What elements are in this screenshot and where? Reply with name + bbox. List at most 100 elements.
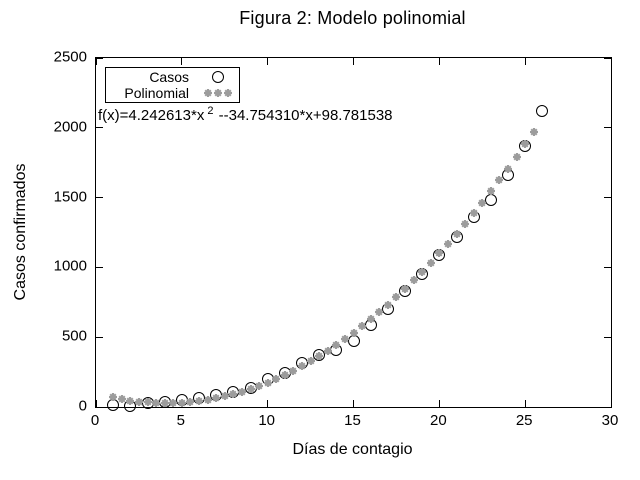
polinomial-point — [521, 140, 530, 149]
polinomial-point — [255, 381, 264, 390]
x-tick-label: 20 — [429, 412, 447, 429]
polinomial-point — [332, 341, 341, 350]
asterisk-icon — [224, 89, 232, 98]
polinomial-point — [486, 187, 495, 196]
polinomial-point — [418, 267, 427, 276]
x-tick-mark — [438, 400, 440, 407]
polinomial-point — [461, 219, 470, 228]
plot-area: Casos Polinomial f(x)=4.242613*x 2 --34.7… — [95, 57, 612, 413]
polinomial-point — [220, 392, 229, 401]
polinomial-point — [529, 127, 538, 136]
x-tick-mark-top — [95, 58, 97, 65]
polinomial-point — [366, 315, 375, 324]
y-tick-label: 1000 — [53, 257, 87, 275]
x-tick-mark-top — [524, 58, 526, 65]
polinomial-point — [237, 387, 246, 396]
polinomial-point — [512, 152, 521, 161]
x-tick-label: 0 — [90, 412, 100, 429]
polinomial-point — [504, 164, 512, 173]
x-tick-mark-top — [353, 58, 354, 65]
x-tick-label: 25 — [515, 412, 533, 429]
x-tick-mark-top — [181, 58, 183, 65]
polinomial-point — [340, 335, 349, 344]
legend-item-casos: Casos — [106, 69, 239, 85]
polinomial-point — [143, 398, 152, 407]
polinomial-point — [452, 229, 461, 238]
polinomial-point — [392, 292, 401, 301]
y-tick-label: 500 — [61, 327, 87, 345]
polinomial-point — [478, 198, 487, 207]
x-tick-label: 10 — [258, 412, 275, 429]
polinomial-point — [246, 384, 255, 393]
polinomial-point — [401, 284, 409, 293]
x-tick-mark — [95, 400, 97, 407]
polinomial-point — [315, 352, 324, 361]
polinomial-point — [358, 322, 367, 331]
open-circle-marker — [197, 70, 239, 83]
polinomial-point — [212, 394, 221, 403]
polinomial-point — [323, 346, 332, 355]
x-tick-mark — [353, 400, 354, 407]
asterisk-markers — [197, 89, 239, 98]
fit-equation: f(x)=4.242613*x 2 --34.754310*x+98.781538 — [98, 105, 393, 124]
polinomial-point — [177, 398, 186, 407]
polinomial-point — [272, 374, 281, 383]
y-tick-mark-right — [604, 57, 611, 59]
y-tick-mark-right — [604, 197, 611, 199]
y-tick-mark — [96, 266, 103, 268]
polinomial-point — [126, 396, 135, 405]
x-tick-label: 30 — [601, 412, 619, 429]
fit-equation-exponent: 2 — [207, 105, 214, 117]
legend-label-polinomial: Polinomial — [124, 85, 189, 102]
y-tick-label: 1500 — [53, 188, 87, 206]
y-tick-mark-right — [604, 406, 611, 408]
casos-point — [347, 335, 360, 348]
x-axis-label: Días de contagio — [292, 441, 413, 458]
x-tick-mark — [524, 400, 526, 407]
polinomial-point — [152, 398, 161, 407]
polinomial-point — [134, 397, 143, 406]
x-tick-label: 5 — [176, 412, 185, 429]
polinomial-point — [375, 308, 384, 317]
y-tick-mark-right — [604, 127, 611, 129]
legend: Casos Polinomial — [105, 67, 240, 103]
polinomial-point — [443, 239, 452, 248]
polinomial-point — [169, 399, 178, 408]
polinomial-point — [289, 366, 298, 375]
y-tick-mark — [96, 127, 103, 129]
x-tick-mark-top — [267, 58, 269, 65]
polinomial-point — [298, 362, 306, 371]
polinomial-point — [117, 395, 126, 404]
legend-item-polinomial: Polinomial — [106, 85, 239, 101]
polinomial-point — [495, 176, 504, 185]
x-tick-mark-top — [438, 58, 440, 65]
polinomial-point — [203, 395, 212, 404]
x-tick-label: 15 — [344, 412, 361, 429]
polinomial-point — [469, 209, 478, 218]
circle-icon — [212, 70, 224, 83]
y-tick-label: 2000 — [53, 118, 87, 136]
polinomial-point — [409, 276, 418, 285]
fit-equation-suffix: --34.754310*x+98.781538 — [214, 107, 393, 124]
polinomial-point — [435, 249, 444, 258]
casos-point — [313, 349, 326, 362]
polinomial-point — [186, 397, 195, 406]
casos-point — [484, 193, 497, 206]
y-axis-label: Casos confirmados — [12, 163, 29, 301]
y-tick-label: 0 — [78, 397, 87, 415]
y-tick-label: 2500 — [53, 48, 87, 66]
legend-label-casos: Casos — [149, 68, 189, 85]
fit-equation-prefix: f(x)=4.242613*x — [98, 107, 205, 124]
x-tick-mark — [610, 400, 612, 407]
chart-title: Figura 2: Modelo polinomial — [239, 8, 466, 28]
polinomial-point — [349, 328, 358, 337]
polinomial-point — [383, 300, 392, 309]
y-tick-mark-right — [604, 336, 611, 338]
y-tick-mark — [96, 57, 103, 59]
polinomial-point — [306, 357, 315, 366]
x-tick-mark-top — [610, 58, 612, 65]
y-tick-mark — [96, 197, 103, 199]
y-tick-mark — [96, 406, 103, 408]
asterisk-icon — [204, 89, 212, 98]
y-tick-mark-right — [604, 266, 611, 268]
